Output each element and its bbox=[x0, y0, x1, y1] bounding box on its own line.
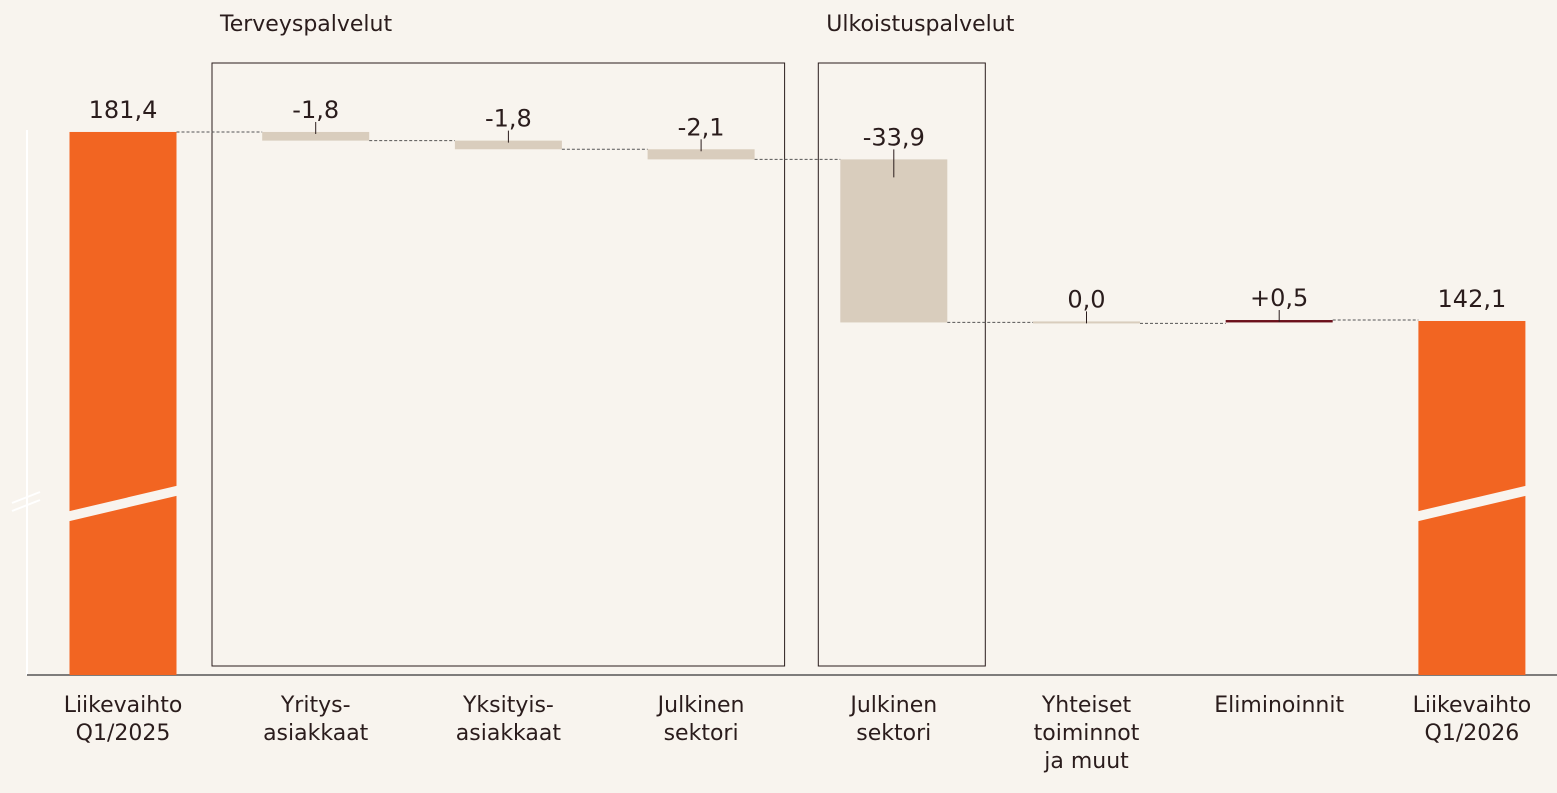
x-tick-label-line: ja muut bbox=[1043, 749, 1129, 774]
delta-bar bbox=[454, 140, 562, 150]
x-tick-label: Yhteiset toiminnot ja muut bbox=[1034, 693, 1140, 774]
group-label: Ulkoistuspalvelut bbox=[826, 12, 1014, 37]
x-tick-label-line: Q1/2026 bbox=[1425, 721, 1520, 746]
axis-break-mark bbox=[11, 491, 41, 504]
x-tick-label: Julkinen sektori bbox=[848, 693, 937, 746]
x-tick-label-line: Liikevaihto bbox=[1413, 693, 1532, 718]
group-box bbox=[211, 62, 786, 667]
delta-bar bbox=[840, 159, 948, 323]
x-tick-label-line: Q1/2025 bbox=[76, 721, 171, 746]
value-label: -1,8 bbox=[485, 105, 532, 133]
x-tick-label-line: Julkinen bbox=[848, 693, 937, 718]
x-tick-label: Eliminoinnit bbox=[1214, 693, 1344, 718]
x-tick-label-line: toiminnot bbox=[1034, 721, 1140, 746]
x-tick-label-line: sektori bbox=[664, 721, 739, 746]
x-tick-label-line: Eliminoinnit bbox=[1214, 693, 1344, 718]
x-tick-label-line: Julkinen bbox=[656, 693, 745, 718]
value-label: +0,5 bbox=[1250, 284, 1308, 312]
total-bar bbox=[69, 131, 177, 676]
x-tick-label-line: asiakkaat bbox=[456, 721, 562, 746]
x-tick-label: Yksityis-asiakkaat bbox=[456, 693, 562, 746]
group-label: Terveyspalvelut bbox=[219, 12, 392, 37]
delta-bar bbox=[262, 131, 370, 141]
x-tick-label: Yritys-asiakkaat bbox=[263, 693, 369, 746]
value-label: 0,0 bbox=[1067, 285, 1105, 313]
axis-break bbox=[61, 484, 185, 523]
x-tick-label: Liikevaihto Q1/2026 bbox=[1413, 693, 1532, 746]
x-tick-label-line: sektori bbox=[856, 721, 931, 746]
x-tick-label-line: Yksityis- bbox=[462, 693, 554, 718]
value-label: -2,1 bbox=[678, 113, 725, 141]
x-tick-label-line: asiakkaat bbox=[263, 721, 369, 746]
value-label: -33,9 bbox=[863, 123, 925, 151]
x-tick-label: Julkinen sektori bbox=[656, 693, 745, 746]
value-label: 181,4 bbox=[89, 96, 158, 124]
value-label: 142,1 bbox=[1438, 285, 1507, 313]
value-label: -1,8 bbox=[292, 96, 339, 124]
x-tick-label-line: Yhteiset bbox=[1041, 693, 1132, 718]
axis-break bbox=[1410, 484, 1534, 523]
group-box bbox=[817, 62, 986, 667]
x-tick-label: Liikevaihto Q1/2025 bbox=[64, 693, 183, 746]
axis-break-mark bbox=[11, 499, 41, 512]
x-tick-label-line: Yritys- bbox=[280, 693, 351, 718]
delta-bar bbox=[647, 149, 755, 160]
x-tick-label-line: Liikevaihto bbox=[64, 693, 183, 718]
